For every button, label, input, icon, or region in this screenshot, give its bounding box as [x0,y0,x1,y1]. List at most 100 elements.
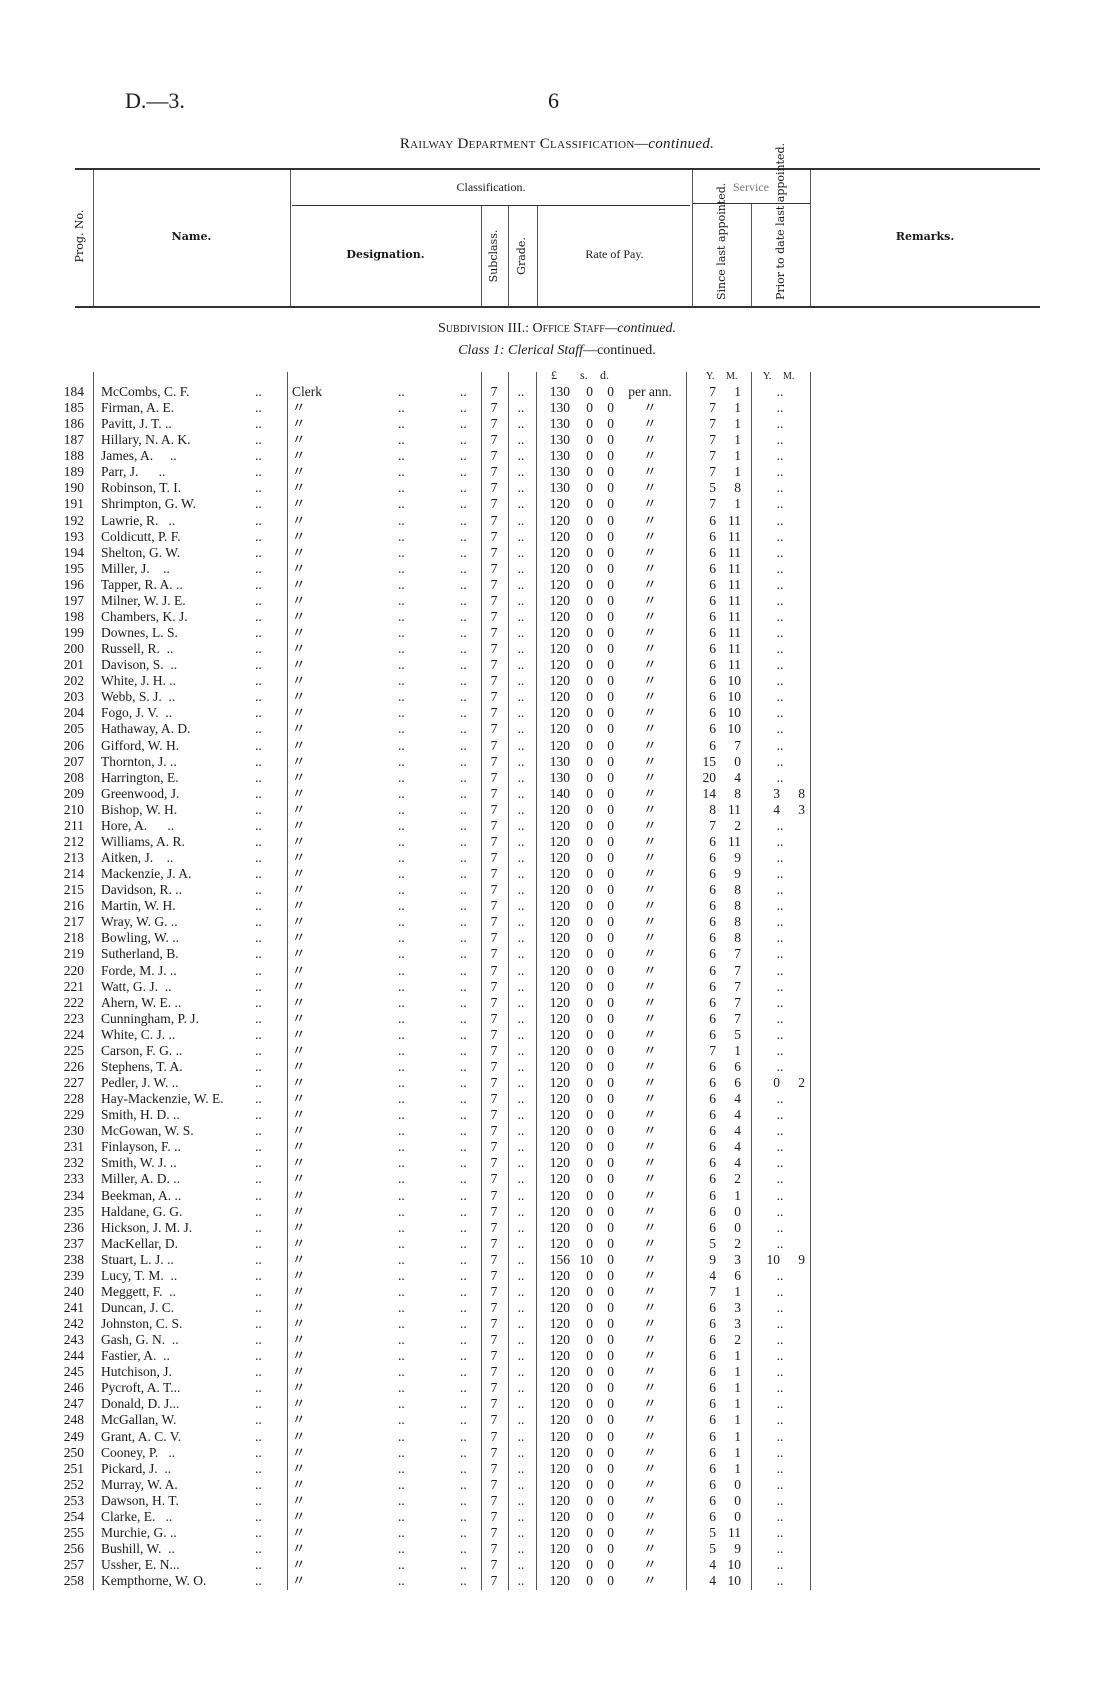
cell-shillings: 0 [586,882,593,898]
cell-period: 〃 [643,544,657,560]
cell-name: Haldane, G. G. [101,1203,183,1219]
cell-prior-years: .. [776,1219,784,1235]
cell-designation: 〃 [292,769,306,785]
cell-grade: .. [517,962,525,978]
cell-pence: 0 [607,1171,614,1187]
cell-since-months: 4 [734,1155,741,1171]
leader-dots: .. [255,384,262,399]
cell-period: 〃 [643,641,657,657]
cell-pence: 0 [607,866,614,882]
cell-grade: .. [517,930,525,946]
cell-since-years: 7 [709,817,716,833]
cell-name: Clarke, E. .. [101,1508,173,1524]
leader-dots: .. [460,882,467,898]
cell-pence: 0 [607,1026,614,1042]
cell-prog-no: 251 [63,1460,84,1476]
cell-prior-years: .. [776,721,784,737]
cell-since-years: 6 [709,1412,716,1428]
leader-dots: .. [255,1476,262,1492]
cell-since-months: 1 [734,1380,741,1396]
cell-shillings: 0 [586,785,593,801]
table-row: 235 Haldane, G. G. 〃 7.. 120 0 0 〃 6 0........ [0,1204,1114,1220]
cell-since-years: 7 [709,464,716,480]
cell-pounds: 120 [549,1091,570,1107]
cell-shillings: 0 [586,432,593,448]
cell-pence: 0 [607,560,614,576]
leader-dots: .. [255,1428,262,1444]
cell-shillings: 0 [586,994,593,1010]
cell-designation: 〃 [292,416,306,432]
class-heading: Class 1: Clerical Staff—continued. [0,343,1114,359]
cell-period: 〃 [643,753,657,769]
cell-name: Hathaway, A. D. [101,721,191,737]
leader-dots: .. [398,1091,405,1107]
cell-name: Hore, A. .. [101,817,175,833]
cell-since-months: 11 [728,592,741,608]
cell-prog-no: 242 [63,1316,84,1332]
cell-since-years: 6 [709,850,716,866]
cell-since-years: 4 [709,1267,716,1283]
cell-since-months: 0 [734,1508,741,1524]
leader-dots: .. [255,1107,262,1123]
cell-subclass: 7 [490,1075,498,1090]
cell-name: Cooney, P. .. [101,1444,176,1460]
cell-period: 〃 [643,689,657,705]
cell-grade: .. [517,1283,525,1299]
cell-grade: .. [517,946,525,962]
cell-pounds: 120 [549,1267,570,1283]
cell-grade: .. [517,1219,525,1235]
cell-period: 〃 [643,560,657,576]
cell-grade: .. [517,1396,525,1412]
cell-pence: 0 [607,625,614,641]
cell-pence: 0 [607,882,614,898]
cell-subclass: 7 [490,930,498,946]
cell-period: 〃 [643,416,657,432]
table-row: 236 Hickson, J. M. J. 〃 7.. 120 0 0 〃 6 0........ [0,1220,1114,1236]
cell-name: Pycroft, A. T... [101,1380,181,1396]
table-row: 192 Lawrie, R. .. 〃 7.. 120 0 0 〃 6 11........ [0,513,1114,529]
cell-pence: 0 [607,608,614,624]
leader-dots: .. [460,496,467,512]
leader-dots: .. [398,576,405,592]
cell-designation: 〃 [292,1364,306,1380]
leader-dots: .. [255,1332,262,1348]
leader-dots: .. [398,1412,405,1428]
leader-dots: .. [460,384,467,399]
leader-dots: .. [460,1541,467,1557]
cell-designation: 〃 [292,1573,306,1589]
cell-since-years: 6 [709,1075,716,1090]
leader-dots: .. [255,528,262,544]
table-row: 253 Dawson, H. T. 〃 7.. 120 0 0 〃 6 0........ [0,1493,1114,1509]
leader-dots: .. [398,785,405,801]
cell-period: 〃 [643,946,657,962]
cell-since-years: 15 [702,753,717,769]
cell-shillings: 0 [586,1444,593,1460]
cell-since-months: 1 [734,432,741,448]
cell-since-months: 7 [734,994,741,1010]
cell-pence: 0 [607,448,614,464]
leader-dots: .. [398,1267,405,1283]
table-row: 219 Sutherland, B. 〃 7.. 120 0 0 〃 6 7........ [0,946,1114,962]
table-row: 243 Gash, G. N. .. 〃 7.. 120 0 0 〃 6 2........ [0,1332,1114,1348]
cell-since-months: 4 [734,1139,741,1155]
leader-dots: .. [398,866,405,882]
leader-dots: .. [398,544,405,560]
cell-grade: .. [517,1267,525,1283]
cell-since-years: 6 [709,576,716,592]
cell-since-years: 6 [709,946,716,962]
cell-since-years: 6 [709,1187,716,1203]
cell-pounds: 120 [549,994,570,1010]
cell-pounds: 130 [549,432,570,448]
leader-dots: .. [460,576,467,592]
leader-dots: .. [398,673,405,689]
header-bottom-rule [75,306,1040,308]
cell-name: White, J. H. .. [101,673,176,689]
cell-pounds: 120 [549,1235,570,1251]
cell-pence: 0 [607,528,614,544]
cell-since-years: 6 [709,512,716,528]
cell-since-months: 4 [734,1107,741,1123]
table-row: 199 Downes, L. S. 〃 7.. 120 0 0 〃 6 11........ [0,625,1114,641]
document-reference: D.—3. [125,88,185,113]
leader-dots: .. [460,1155,467,1171]
cell-since-months: 11 [728,512,741,528]
